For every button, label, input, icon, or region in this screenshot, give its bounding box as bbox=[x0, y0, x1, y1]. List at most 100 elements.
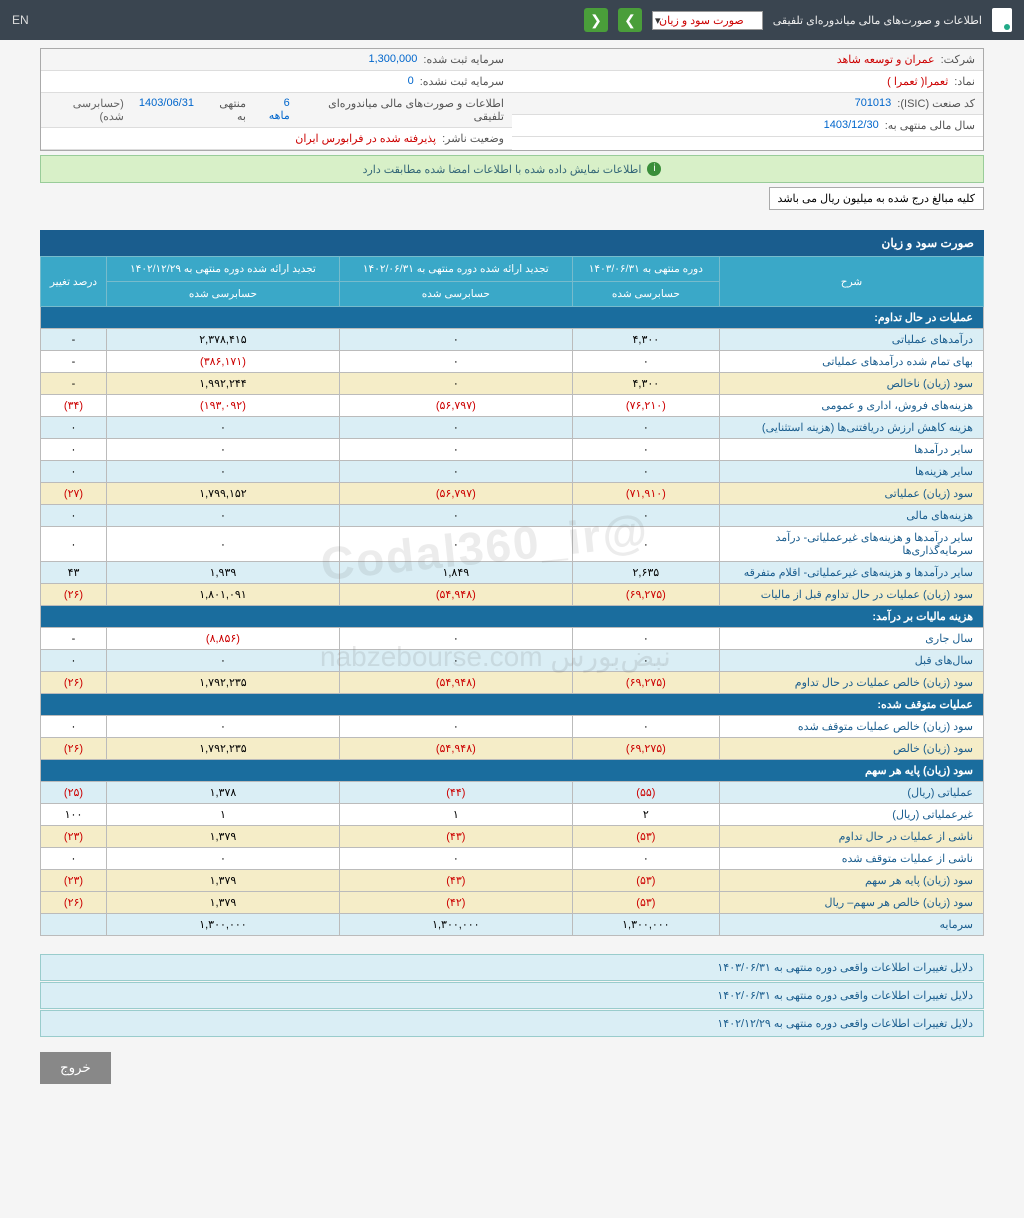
cell-value: - bbox=[41, 373, 107, 395]
cap-reg-label: سرمایه ثبت شده: bbox=[423, 53, 504, 66]
cell-value: ۴,۳۰۰ bbox=[572, 373, 719, 395]
cell-value: ۰ bbox=[107, 461, 340, 483]
cell-value: (۳۴) bbox=[41, 395, 107, 417]
cell-value: (۴۳) bbox=[339, 826, 572, 848]
cell-value: ۰ bbox=[41, 417, 107, 439]
cell-value: ۱,۳۰۰,۰۰۰ bbox=[107, 914, 340, 936]
lang-toggle[interactable]: EN bbox=[12, 13, 29, 27]
next-button[interactable]: ❯ bbox=[618, 8, 642, 32]
cell-value: ۰ bbox=[572, 628, 719, 650]
year-value: 1403/12/30 bbox=[824, 119, 879, 132]
cell-value: ۰ bbox=[572, 505, 719, 527]
company-label: شرکت: bbox=[941, 53, 975, 66]
row-desc: سایر درآمدها و هزینه‌های غیرعملیاتی- درآ… bbox=[719, 527, 983, 562]
row-desc: بهای تمام شده درآمدهای عملیاتی bbox=[719, 351, 983, 373]
cell-value: ۱ bbox=[107, 804, 340, 826]
cell-value: ۱,۹۳۹ bbox=[107, 562, 340, 584]
cell-value: ۰ bbox=[572, 461, 719, 483]
cell-value: ۱,۸۴۹ bbox=[339, 562, 572, 584]
cell-value: ۲,۶۳۵ bbox=[572, 562, 719, 584]
cell-value: ۰ bbox=[41, 461, 107, 483]
row-desc: سود (زیان) ناخالص bbox=[719, 373, 983, 395]
cell-value: ۰ bbox=[572, 439, 719, 461]
col-period1: دوره منتهی به ۱۴۰۳/۰۶/۳۱ bbox=[572, 257, 719, 282]
cell-value: ۰ bbox=[572, 351, 719, 373]
cell-value: ۱,۳۰۰,۰۰۰ bbox=[339, 914, 572, 936]
year-label: سال مالی منتهی به: bbox=[885, 119, 975, 132]
cap-unreg-value: 0 bbox=[408, 75, 414, 88]
cell-value: (۵۳) bbox=[572, 892, 719, 914]
cell-value: ۴۳ bbox=[41, 562, 107, 584]
cell-value: ۰ bbox=[107, 527, 340, 562]
cell-value: ۰ bbox=[572, 848, 719, 870]
reason-row: دلایل تغییرات اطلاعات واقعی دوره منتهی ب… bbox=[40, 1010, 984, 1037]
row-desc: سود (زیان) عملیاتی bbox=[719, 483, 983, 505]
cell-value: (۴۲) bbox=[339, 892, 572, 914]
cell-value: ۰ bbox=[107, 439, 340, 461]
cell-value: (۵۴,۹۴۸) bbox=[339, 738, 572, 760]
row-desc: سود (زیان) خالص bbox=[719, 738, 983, 760]
table-title: صورت سود و زیان bbox=[40, 230, 984, 256]
row-desc: درآمدهای عملیاتی bbox=[719, 329, 983, 351]
cell-value: (۲۷) bbox=[41, 483, 107, 505]
cell-value: (۷۶,۲۱۰) bbox=[572, 395, 719, 417]
reason-row: دلایل تغییرات اطلاعات واقعی دوره منتهی ب… bbox=[40, 982, 984, 1009]
period-value: 6 ماهه bbox=[261, 97, 290, 123]
cell-value bbox=[41, 914, 107, 936]
cell-value: (۸,۸۵۶) bbox=[107, 628, 340, 650]
cell-value: ۰ bbox=[339, 848, 572, 870]
cell-value: (۳۸۶,۱۷۱) bbox=[107, 351, 340, 373]
cell-value: ۱,۳۷۸ bbox=[107, 782, 340, 804]
cell-value: ۲ bbox=[572, 804, 719, 826]
cell-value: ۰ bbox=[339, 351, 572, 373]
cell-value: ۰ bbox=[107, 505, 340, 527]
cell-value: (۲۶) bbox=[41, 584, 107, 606]
cell-value: ۱,۸۰۱,۰۹۱ bbox=[107, 584, 340, 606]
cell-value: ۰ bbox=[41, 527, 107, 562]
cell-value: ۱,۳۷۹ bbox=[107, 826, 340, 848]
cell-value: ۰ bbox=[107, 650, 340, 672]
cell-value: (۲۵) bbox=[41, 782, 107, 804]
report-dropdown[interactable]: صورت سود و زیان bbox=[652, 11, 763, 30]
exit-button[interactable]: خروج bbox=[40, 1052, 111, 1084]
row-desc: سایر درآمدها و هزینه‌های غیرعملیاتی- اقل… bbox=[719, 562, 983, 584]
prev-button[interactable]: ❮ bbox=[584, 8, 608, 32]
cell-value: (۴۳) bbox=[339, 870, 572, 892]
section-header: هزینه مالیات بر درآمد: bbox=[41, 606, 984, 628]
row-desc: ناشی از عملیات متوقف شده bbox=[719, 848, 983, 870]
cell-value: ۰ bbox=[572, 417, 719, 439]
cap-reg-value: 1,300,000 bbox=[368, 53, 417, 66]
currency-note: کلیه مبالغ درج شده به میلیون ریال می باش… bbox=[769, 187, 984, 210]
row-desc: سال جاری bbox=[719, 628, 983, 650]
cell-value: (۵۶,۷۹۷) bbox=[339, 395, 572, 417]
cell-value: (۵۵) bbox=[572, 782, 719, 804]
cell-value: (۶۹,۲۷۵) bbox=[572, 738, 719, 760]
cell-value: (۵۳) bbox=[572, 870, 719, 892]
cell-value: ۰ bbox=[41, 650, 107, 672]
cell-value: (۶۹,۲۷۵) bbox=[572, 584, 719, 606]
cell-value: (۷۱,۹۱۰) bbox=[572, 483, 719, 505]
cell-value: ۱,۹۹۲,۲۴۴ bbox=[107, 373, 340, 395]
cell-value: ۰ bbox=[572, 650, 719, 672]
document-icon bbox=[992, 8, 1012, 32]
cell-value: - bbox=[41, 351, 107, 373]
row-desc: سایر هزینه‌ها bbox=[719, 461, 983, 483]
issuer-value: پذیرفته شده در فرابورس ایران bbox=[295, 132, 436, 145]
cell-value: ۴,۳۰۰ bbox=[572, 329, 719, 351]
cell-value: (۱۹۳,۰۹۲) bbox=[107, 395, 340, 417]
row-desc: سود (زیان) پایه هر سهم bbox=[719, 870, 983, 892]
section-header: عملیات در حال تداوم: bbox=[41, 307, 984, 329]
cell-value: ۰ bbox=[107, 716, 340, 738]
reasons-section: دلایل تغییرات اطلاعات واقعی دوره منتهی ب… bbox=[40, 954, 984, 1037]
row-desc: سرمایه bbox=[719, 914, 983, 936]
cell-value: ۰ bbox=[41, 716, 107, 738]
cell-value: (۲۶) bbox=[41, 672, 107, 694]
col-desc: شرح bbox=[719, 257, 983, 307]
stmt-date: 1403/06/31 bbox=[139, 97, 194, 123]
issuer-label: وضعیت ناشر: bbox=[442, 132, 504, 145]
cell-value: ۱,۷۹۲,۲۳۵ bbox=[107, 672, 340, 694]
cell-value: (۵۶,۷۹۷) bbox=[339, 483, 572, 505]
audit-status: (حسابرسی شده) bbox=[49, 97, 124, 123]
income-statement-table: شرح دوره منتهی به ۱۴۰۳/۰۶/۳۱ تجدید ارائه… bbox=[40, 256, 984, 936]
cell-value: ۰ bbox=[339, 505, 572, 527]
